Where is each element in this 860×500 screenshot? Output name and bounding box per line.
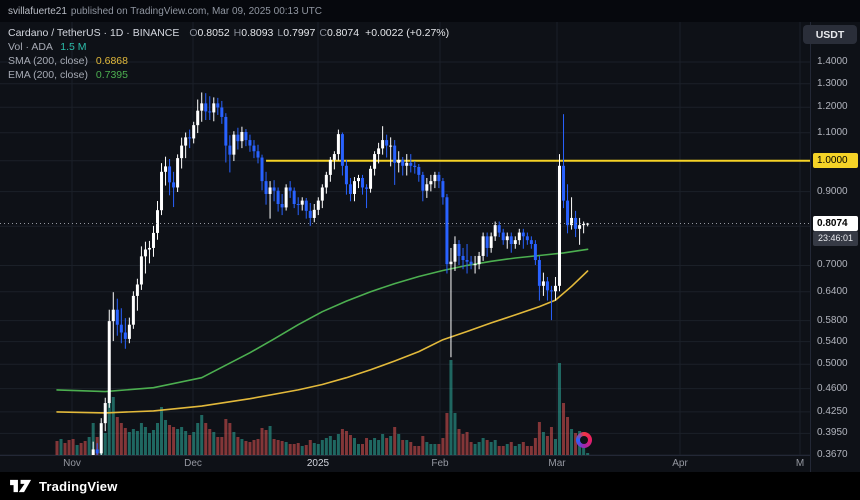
time-axis[interactable]: Nov Dec 2025 Feb Mar Apr M <box>0 455 810 472</box>
price-axis-label: 0.9000 <box>817 185 848 197</box>
publish-info-text: published on TradingView.com, Mar 09, 20… <box>70 5 322 17</box>
tradingview-footer-link[interactable]: TradingView <box>10 479 118 494</box>
price-axis-label: 0.4250 <box>817 405 848 417</box>
tradingview-watermark-icon <box>576 432 592 448</box>
bar-countdown-badge: 23:46:01 <box>813 230 858 246</box>
volume-legend-row[interactable]: Vol · ADA 1.5 M <box>8 41 87 53</box>
time-axis-label: Feb <box>431 458 449 469</box>
price-axis-label: 0.3950 <box>817 427 848 439</box>
level-price-badge: 1.0000 <box>813 152 858 168</box>
price-axis-label: 0.5000 <box>817 358 848 370</box>
volume-value: 1.5 M <box>60 41 87 53</box>
footer-bar: TradingView <box>0 472 860 500</box>
symbol-legend-row[interactable]: Cardano / TetherUS · 1D · BINANCE O0.8052… <box>8 26 449 40</box>
chart-legend: Cardano / TetherUS · 1D · BINANCE O0.8052… <box>8 26 449 82</box>
ema-legend-row[interactable]: EMA (200, close) 0.7395 <box>8 69 128 81</box>
time-axis-label: Nov <box>63 458 81 469</box>
time-axis-label: 2025 <box>306 458 330 469</box>
price-axis[interactable]: 1.0000 0.8074 23:46:01 1.4000 1.3000 1.200… <box>810 22 860 472</box>
price-axis-label: 0.5400 <box>817 335 848 347</box>
ohlc-values: O0.8052 H0.8093 L0.7997 C0.8074 +0.0022 (+0.… <box>189 27 450 39</box>
price-axis-label: 1.2000 <box>817 101 848 113</box>
price-axis-label: 1.4000 <box>817 56 848 67</box>
publisher-username[interactable]: svillafuerte21 <box>8 5 67 17</box>
price-axis-label: 0.7000 <box>817 259 848 271</box>
price-axis-label: 0.5800 <box>817 314 848 326</box>
time-axis-label: M <box>795 458 805 469</box>
sma-legend-row[interactable]: SMA (200, close) 0.6868 <box>8 55 128 67</box>
candlestick-chart-canvas[interactable] <box>0 22 810 455</box>
footer-brand-text: TradingView <box>39 478 118 494</box>
price-axis-label: 1.3000 <box>817 77 848 89</box>
time-axis-label: Dec <box>184 458 202 469</box>
change-value: +0.0022 (+0.27%) <box>365 27 450 39</box>
ema-value: 0.7395 <box>95 69 128 81</box>
time-axis-label: Apr <box>672 458 688 469</box>
sma-value: 0.6868 <box>95 55 128 67</box>
price-axis-label: 0.3670 <box>817 448 848 460</box>
last-price-badge: 0.8074 <box>813 215 858 231</box>
price-axis-label: 1.1000 <box>817 126 848 138</box>
quote-currency-button[interactable]: USDT <box>803 25 857 44</box>
tradingview-logo-icon <box>10 479 32 493</box>
time-axis-label: Mar <box>548 458 566 469</box>
publish-bar: svillafuerte21 published on TradingView.… <box>0 0 860 22</box>
chart-area[interactable]: Cardano / TetherUS · 1D · BINANCE O0.8052… <box>0 22 810 455</box>
price-axis-label: 0.4600 <box>817 382 848 394</box>
symbol-title: Cardano / TetherUS · 1D · BINANCE <box>8 27 180 39</box>
price-axis-label: 0.6400 <box>817 285 848 297</box>
